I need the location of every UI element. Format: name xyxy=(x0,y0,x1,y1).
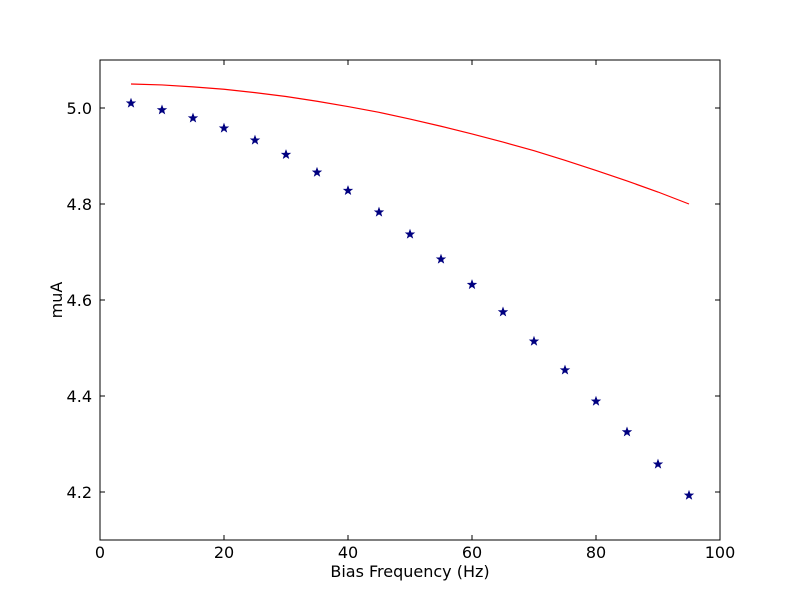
data-point-star xyxy=(683,489,695,500)
y-tick-label: 4.8 xyxy=(67,195,92,214)
chart-ticks: 0 20 40 60 80 100 4.2 4.4 4.6 4.8 5.0 xyxy=(67,60,736,562)
data-point-star xyxy=(249,134,261,145)
data-point-star xyxy=(435,253,447,264)
x-tick-label: 60 xyxy=(462,543,482,562)
y-tick-label: 4.6 xyxy=(67,291,92,310)
data-point-star xyxy=(559,364,571,375)
data-point-star xyxy=(125,97,137,108)
data-point-star xyxy=(187,112,199,123)
data-point-star xyxy=(621,426,633,437)
x-axis-label: Bias Frequency (Hz) xyxy=(330,562,489,581)
y-axis-label: muA xyxy=(47,282,66,319)
data-point-star xyxy=(342,185,354,195)
data-point-star xyxy=(528,335,540,346)
y-tick-label: 4.2 xyxy=(67,483,92,502)
data-point-star xyxy=(373,206,385,217)
data-point-star xyxy=(590,395,602,406)
x-tick-label: 0 xyxy=(95,543,105,562)
data-point-star xyxy=(280,149,292,159)
data-point-star xyxy=(311,166,323,177)
data-point-star xyxy=(218,122,230,133)
plot-frame xyxy=(99,59,721,541)
data-point-star xyxy=(652,458,664,469)
chart-marks xyxy=(125,83,695,500)
x-tick-label: 100 xyxy=(705,543,736,562)
data-point-star xyxy=(497,306,509,317)
x-tick-label: 40 xyxy=(338,543,358,562)
y-tick-label: 4.4 xyxy=(67,387,92,406)
x-tick-label: 20 xyxy=(214,543,234,562)
data-point-star xyxy=(466,279,478,290)
data-point-star xyxy=(156,104,168,115)
y-tick-label: 5.0 xyxy=(67,99,92,118)
plot-area xyxy=(100,60,720,540)
x-tick-label: 80 xyxy=(586,543,606,562)
data-point-star xyxy=(404,228,416,239)
series-line-model xyxy=(130,83,690,205)
